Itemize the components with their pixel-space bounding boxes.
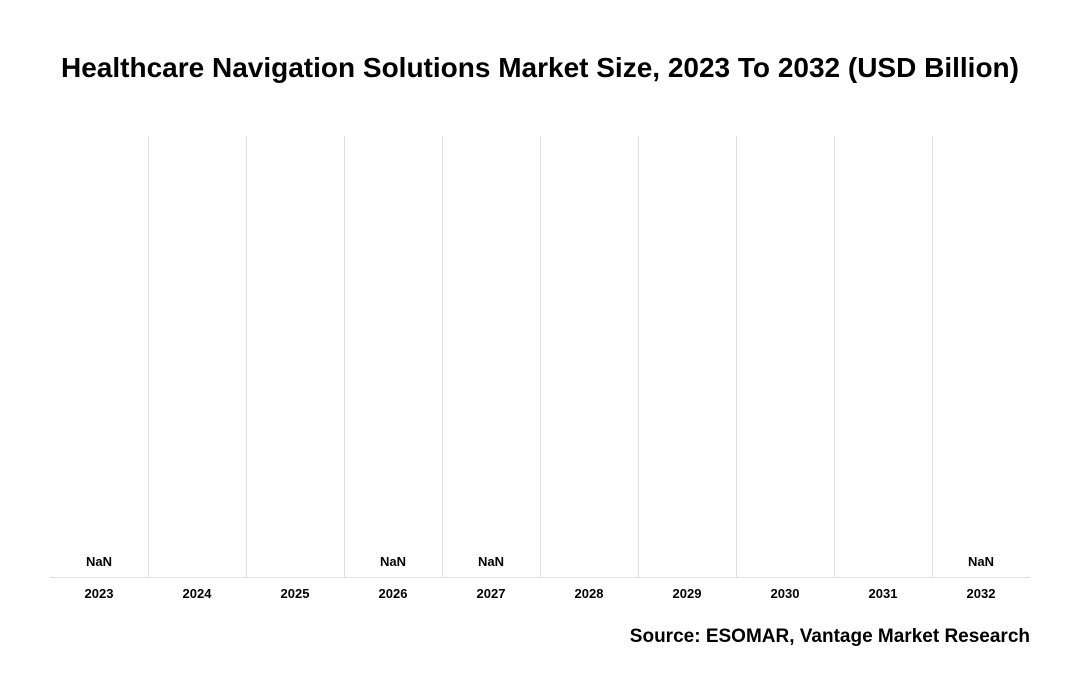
plot-area: NaNNaNNaNNaN — [50, 136, 1030, 578]
source-attribution: Source: ESOMAR, Vantage Market Research — [630, 626, 1030, 648]
x-tick-label: 2027 — [442, 586, 540, 601]
chart-column — [148, 136, 246, 577]
x-tick-label: 2031 — [834, 586, 932, 601]
x-tick-label: 2028 — [540, 586, 638, 601]
chart-column — [246, 136, 344, 577]
chart-column — [736, 136, 834, 577]
chart-container: Healthcare Navigation Solutions Market S… — [0, 0, 1080, 700]
x-tick-label: 2023 — [50, 586, 148, 601]
bar-value-label: NaN — [932, 554, 1030, 569]
bar-value-label: NaN — [50, 554, 148, 569]
chart-column: NaN — [932, 136, 1030, 577]
chart-column: NaN — [344, 136, 442, 577]
x-tick-label: 2024 — [148, 586, 246, 601]
chart-column — [540, 136, 638, 577]
chart-column: NaN — [442, 136, 540, 577]
x-tick-label: 2029 — [638, 586, 736, 601]
chart-column — [834, 136, 932, 577]
chart-column — [638, 136, 736, 577]
chart-title: Healthcare Navigation Solutions Market S… — [50, 52, 1030, 84]
bar-value-label: NaN — [442, 554, 540, 569]
x-tick-label: 2032 — [932, 586, 1030, 601]
x-tick-label: 2025 — [246, 586, 344, 601]
chart-column: NaN — [50, 136, 148, 577]
x-tick-label: 2026 — [344, 586, 442, 601]
bar-value-label: NaN — [344, 554, 442, 569]
x-tick-label: 2030 — [736, 586, 834, 601]
